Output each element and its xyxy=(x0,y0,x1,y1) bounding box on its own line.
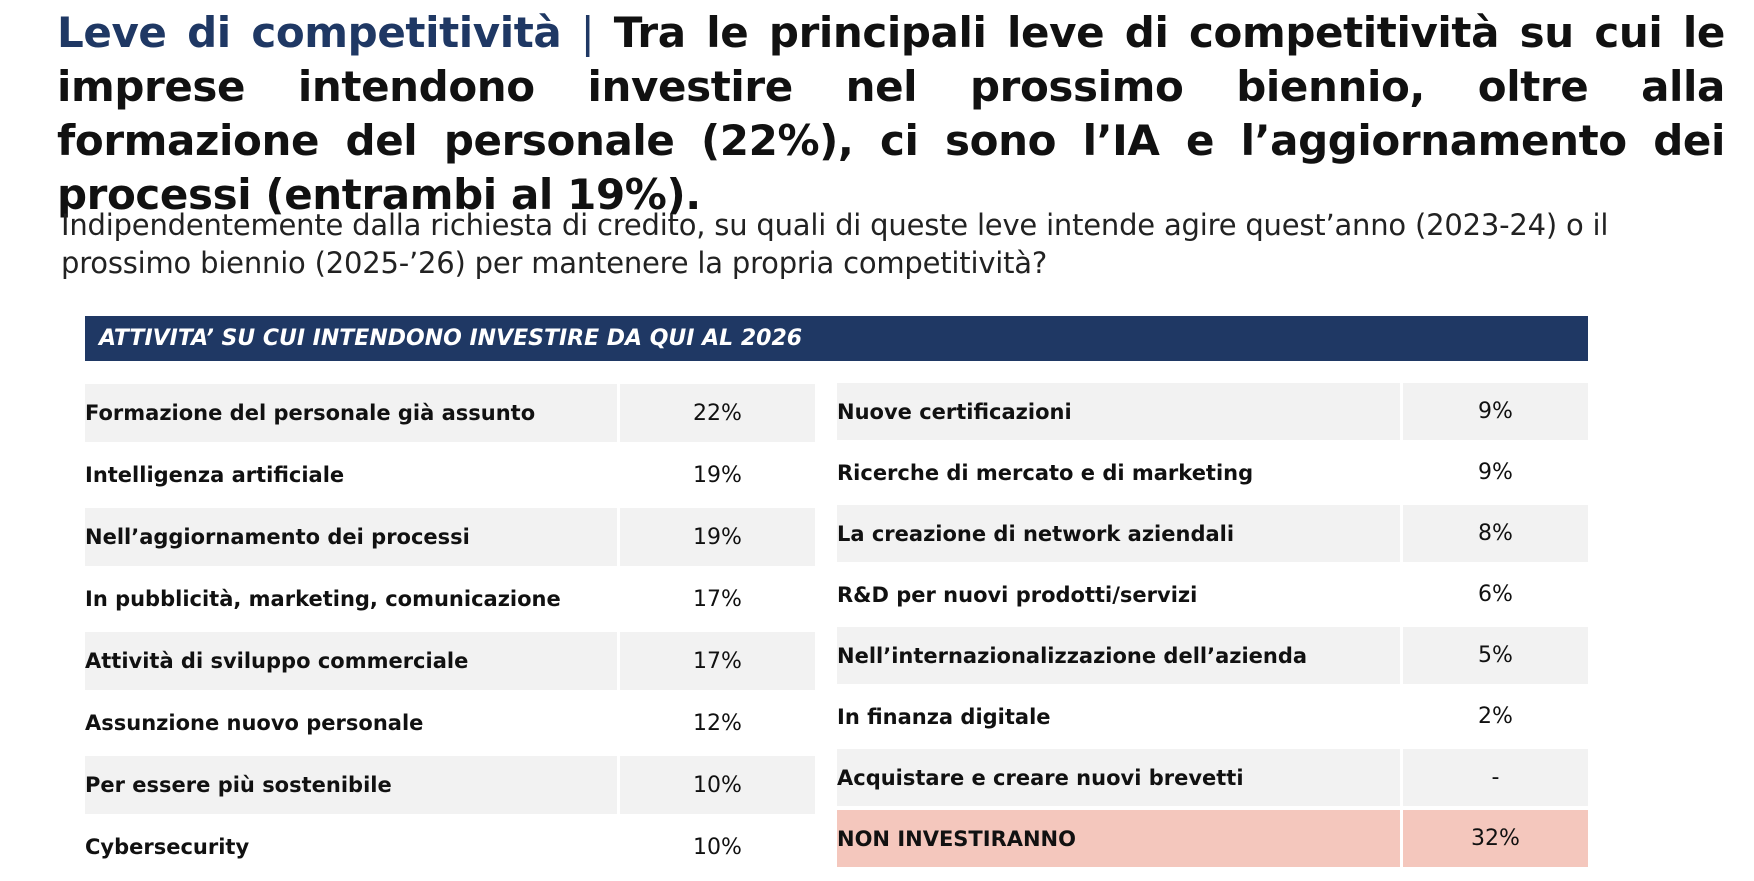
row-label: Assunzione nuovo personale xyxy=(85,711,424,735)
row-value: 9% xyxy=(1403,383,1588,440)
row-label: Nell’aggiornamento dei processi xyxy=(85,508,617,566)
row-value: 17% xyxy=(693,586,742,612)
row-label: Attività di sviluppo commerciale xyxy=(85,632,617,690)
headline-lead: Leve di competitività | xyxy=(57,8,614,57)
row-label: Nuove certificazioni xyxy=(837,383,1400,440)
table-row: Intelligenza artificiale 19% xyxy=(85,446,815,504)
survey-question: Indipendentemente dalla richiesta di cre… xyxy=(61,208,1609,280)
table-row: Acquistare e creare nuovi brevetti - xyxy=(837,749,1588,806)
row-value: - xyxy=(1403,749,1588,806)
table-row: Cybersecurity 10% xyxy=(85,818,815,876)
table-row: Nell’aggiornamento dei processi 19% xyxy=(85,508,815,566)
row-label: Formazione del personale già assunto xyxy=(85,384,617,442)
table-row: R&D per nuovi prodotti/servizi 6% xyxy=(837,566,1588,623)
row-label: NON INVESTIRANNO xyxy=(837,810,1400,867)
table-row: Attività di sviluppo commerciale 17% xyxy=(85,632,815,690)
row-value: 22% xyxy=(620,384,815,442)
right-table: Nuove certificazioni 9% Ricerche di merc… xyxy=(837,383,1588,871)
table-row: La creazione di network aziendali 8% xyxy=(837,505,1588,562)
table-row: In pubblicità, marketing, comunicazione … xyxy=(85,570,815,628)
row-value: 2% xyxy=(1478,704,1513,729)
row-value: 5% xyxy=(1403,627,1588,684)
row-value: 8% xyxy=(1403,505,1588,562)
row-value: 10% xyxy=(620,756,815,814)
row-label: Ricerche di mercato e di marketing xyxy=(837,460,1254,485)
table-row: Ricerche di mercato e di marketing 9% xyxy=(837,444,1588,501)
table-row: Nell’internazionalizzazione dell’azienda… xyxy=(837,627,1588,684)
row-label: Acquistare e creare nuovi brevetti xyxy=(837,749,1400,806)
table-row: Per essere più sostenibile 10% xyxy=(85,756,815,814)
row-value: 6% xyxy=(1478,582,1513,607)
table-row: Assunzione nuovo personale 12% xyxy=(85,694,815,752)
table-banner: ATTIVITA’ SU CUI INTENDONO INVESTIRE DA … xyxy=(85,316,1588,361)
table-row: Formazione del personale già assunto 22% xyxy=(85,384,815,442)
row-value: 12% xyxy=(693,710,742,736)
left-table: Formazione del personale già assunto 22%… xyxy=(85,384,815,880)
row-value: 17% xyxy=(620,632,815,690)
row-value: 10% xyxy=(693,834,742,860)
row-label: R&D per nuovi prodotti/servizi xyxy=(837,582,1198,607)
row-label: In pubblicità, marketing, comunicazione xyxy=(85,587,561,611)
row-label: Per essere più sostenibile xyxy=(85,756,617,814)
headline-text: Tra le principali leve di competitività … xyxy=(57,8,1725,219)
row-value: 19% xyxy=(693,462,742,488)
row-label: Nell’internazionalizzazione dell’azienda xyxy=(837,627,1400,684)
row-label: Intelligenza artificiale xyxy=(85,463,345,487)
row-value: 9% xyxy=(1478,460,1513,485)
table-row: Nuove certificazioni 9% xyxy=(837,383,1588,440)
row-label: La creazione di network aziendali xyxy=(837,505,1400,562)
headline: Leve di competitività | Tra le principal… xyxy=(57,6,1725,222)
row-label: In finanza digitale xyxy=(837,704,1051,729)
row-label: Cybersecurity xyxy=(85,835,250,859)
table-row: In finanza digitale 2% xyxy=(837,688,1588,745)
row-value: 32% xyxy=(1403,810,1588,867)
table-row-non-investiranno: NON INVESTIRANNO 32% xyxy=(837,810,1588,867)
row-value: 19% xyxy=(620,508,815,566)
